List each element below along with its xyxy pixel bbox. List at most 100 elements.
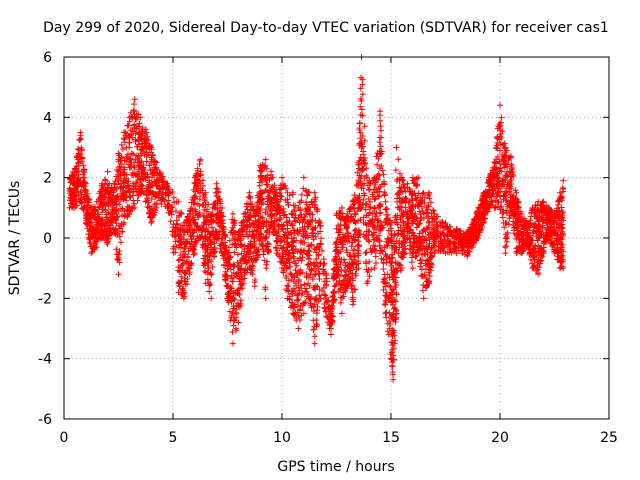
data-point <box>197 156 204 163</box>
data-point <box>260 251 267 258</box>
data-point <box>230 303 237 310</box>
data-point <box>94 213 101 220</box>
data-point <box>99 202 106 209</box>
data-point <box>253 249 260 256</box>
chart-title: Day 299 of 2020, Sidereal Day-to-day VTE… <box>43 20 609 36</box>
data-point <box>204 259 211 266</box>
data-point <box>125 182 132 189</box>
data-point <box>222 268 229 275</box>
data-point <box>104 239 111 246</box>
data-point <box>222 232 229 239</box>
data-point <box>339 294 346 301</box>
y-tick-label: 4 <box>43 110 52 126</box>
data-point <box>118 141 125 148</box>
data-point <box>167 218 174 225</box>
data-point <box>237 303 244 310</box>
data-point <box>128 131 135 138</box>
data-point <box>190 246 197 253</box>
data-point <box>295 296 302 303</box>
data-point <box>231 296 238 303</box>
data-point <box>84 213 91 220</box>
data-point <box>78 146 85 153</box>
data-point <box>224 265 231 272</box>
data-point <box>189 226 196 233</box>
data-point <box>231 229 238 236</box>
data-point <box>230 220 237 227</box>
data-point <box>209 264 216 271</box>
data-point <box>236 265 243 272</box>
data-point <box>104 232 111 239</box>
data-point <box>204 276 211 283</box>
data-point <box>279 174 285 181</box>
y-tick-label: -4 <box>38 352 52 368</box>
data-point <box>158 201 165 208</box>
y-tick-label: 6 <box>43 50 52 66</box>
data-point <box>208 295 215 302</box>
data-point <box>502 244 509 251</box>
data-point <box>192 195 199 202</box>
data-point <box>132 138 139 145</box>
data-point <box>181 240 188 247</box>
data-point <box>177 252 184 259</box>
data-point <box>176 282 183 289</box>
data-point <box>99 216 106 223</box>
data-point <box>123 171 130 178</box>
data-point <box>254 247 261 254</box>
data-point <box>226 244 233 251</box>
x-tick-label: 5 <box>169 430 178 446</box>
data-point <box>502 250 509 257</box>
data-point <box>187 243 194 250</box>
data-point <box>95 204 102 211</box>
data-point <box>560 177 567 184</box>
data-point <box>124 151 131 158</box>
data-point <box>193 208 200 215</box>
data-point <box>215 195 222 202</box>
data-point <box>230 289 237 296</box>
data-point <box>196 202 203 209</box>
data-point <box>183 219 190 226</box>
data-point <box>314 307 321 314</box>
data-point <box>247 269 254 276</box>
data-point <box>226 237 233 244</box>
data-point <box>150 211 157 218</box>
data-point <box>77 129 84 136</box>
data-point <box>126 133 133 140</box>
data-point <box>247 223 254 230</box>
data-point <box>165 197 172 204</box>
data-point <box>102 177 109 184</box>
data-point <box>189 229 196 236</box>
data-point <box>258 189 265 196</box>
data-point <box>252 257 259 264</box>
y-tick-label: -6 <box>38 412 52 428</box>
data-point <box>182 270 189 277</box>
data-point <box>215 215 222 222</box>
data-point <box>262 284 269 291</box>
data-point <box>84 190 91 197</box>
data-point <box>206 251 213 258</box>
data-point <box>132 183 139 190</box>
data-point <box>127 156 134 163</box>
data-point <box>232 306 239 313</box>
data-point <box>100 201 107 208</box>
data-point <box>247 195 254 202</box>
data-point <box>131 170 138 177</box>
data-point <box>92 239 99 246</box>
data-point <box>113 185 120 192</box>
data-point <box>128 150 135 157</box>
data-point <box>166 209 173 216</box>
data-point <box>118 154 125 161</box>
x-axis-label: GPS time / hours <box>277 459 394 475</box>
data-point <box>144 195 151 202</box>
data-point <box>203 208 210 215</box>
data-point <box>382 310 389 317</box>
data-point <box>75 146 82 153</box>
data-point <box>80 162 87 169</box>
data-point <box>241 248 248 255</box>
data-point <box>194 223 201 230</box>
data-point <box>228 298 235 305</box>
data-point <box>138 135 145 142</box>
data-point <box>133 116 140 123</box>
data-point <box>132 156 139 163</box>
data-point <box>211 240 218 247</box>
data-point <box>199 241 206 248</box>
